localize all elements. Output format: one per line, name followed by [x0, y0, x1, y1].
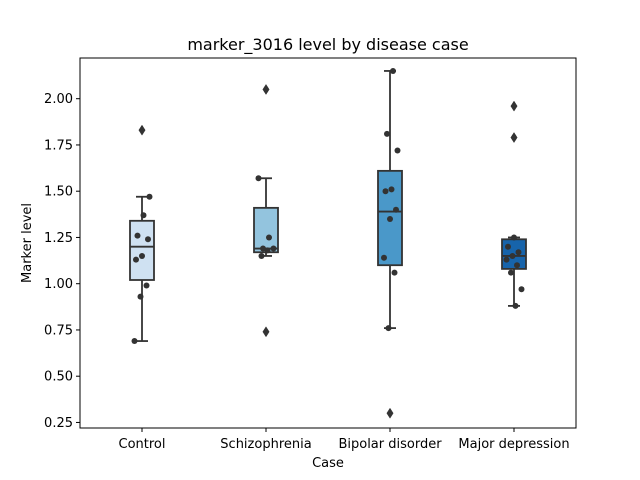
data-point — [137, 293, 144, 300]
x-tick-label: Major depression — [458, 437, 569, 452]
iqr-box — [253, 206, 279, 254]
data-point — [512, 302, 519, 309]
x-axis: Control Schizophrenia Bipolar disorder Majo… — [119, 428, 570, 452]
data-point — [270, 245, 277, 252]
data-point — [140, 212, 147, 219]
data-point — [384, 130, 390, 137]
y-tick-label: 1.00 — [44, 277, 73, 292]
outlier-marker — [386, 407, 394, 419]
outlier-marker — [510, 100, 518, 112]
data-point — [258, 252, 265, 259]
iqr-box — [129, 219, 155, 281]
outlier-marker — [510, 132, 518, 144]
outlier-marker — [262, 326, 270, 338]
data-point — [381, 254, 387, 261]
data-point — [139, 252, 145, 259]
data-point — [134, 232, 141, 239]
data-point — [266, 234, 272, 241]
box-group — [501, 100, 527, 309]
data-point — [260, 245, 266, 252]
y-tick-label: 0.50 — [44, 370, 73, 385]
y-tick-label: 1.25 — [44, 231, 73, 246]
data-point — [518, 286, 525, 293]
outlier-marker — [262, 83, 270, 95]
data-point — [145, 236, 151, 243]
outlier-marker — [138, 124, 146, 136]
y-tick-label: 1.75 — [44, 138, 73, 153]
data-point — [511, 234, 517, 241]
x-tick-label: Control — [119, 437, 166, 452]
chart-title: marker_3016 level by disease case — [187, 35, 468, 55]
data-point — [133, 256, 139, 263]
y-tick-label: 0.25 — [44, 416, 73, 431]
data-point — [146, 193, 153, 200]
y-tick-label: 0.75 — [44, 323, 73, 338]
data-point — [508, 269, 514, 276]
plot-frame — [79, 57, 577, 429]
box-group — [377, 67, 403, 419]
y-tick-label: 1.50 — [44, 185, 73, 200]
data-point — [394, 147, 401, 154]
data-point — [131, 338, 138, 345]
x-tick-label: Bipolar disorder — [338, 437, 442, 452]
data-point — [255, 175, 262, 182]
x-tick-label: Schizophrenia — [220, 437, 311, 452]
plot-area — [129, 67, 527, 419]
box-group — [253, 83, 279, 338]
data-point — [385, 325, 392, 332]
data-point — [514, 262, 520, 269]
data-point — [387, 215, 393, 222]
data-point — [388, 186, 395, 193]
data-point — [391, 269, 398, 276]
x-axis-label: Case — [312, 456, 344, 471]
y-axis: 0.25 0.50 0.75 1.00 1.25 1.50 1.75 2.00 — [44, 92, 80, 431]
data-point — [505, 243, 511, 250]
iqr-box — [377, 169, 403, 267]
data-point — [382, 188, 389, 195]
box-group — [129, 124, 155, 345]
data-point — [503, 256, 510, 263]
y-axis-label: Marker level — [20, 203, 35, 283]
data-point — [143, 282, 150, 289]
data-point — [515, 249, 522, 256]
data-point — [390, 67, 396, 74]
y-tick-label: 2.00 — [44, 92, 73, 107]
data-point — [393, 206, 399, 213]
data-point — [264, 247, 271, 254]
data-point — [509, 252, 516, 259]
